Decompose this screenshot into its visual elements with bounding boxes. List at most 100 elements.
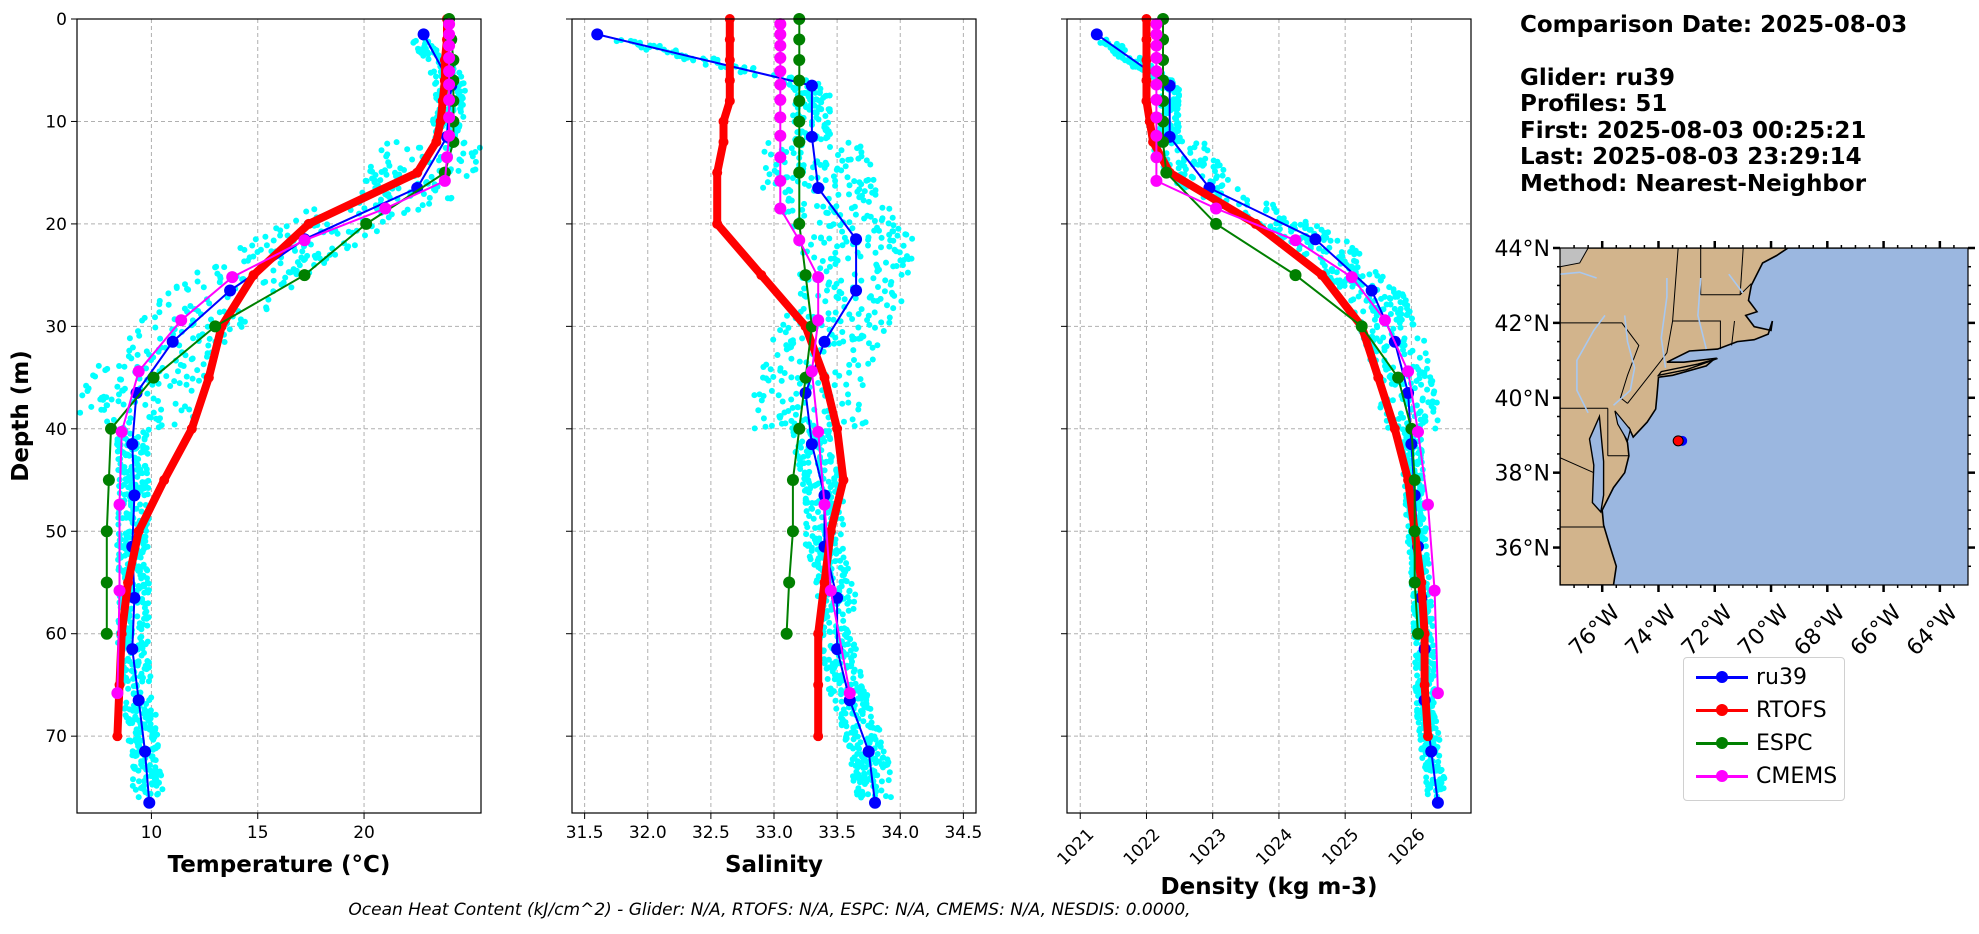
scatter-point: [1244, 197, 1251, 204]
scatter-point: [1422, 350, 1429, 357]
scatter-point: [858, 277, 865, 284]
scatter-point: [138, 626, 145, 633]
scatter-point: [846, 361, 853, 368]
scatter-point: [830, 316, 837, 323]
scatter-point: [1351, 251, 1358, 258]
last-time: Last: 2025-08-03 23:29:14: [1520, 144, 1862, 170]
scatter-point: [835, 152, 841, 158]
scatter-point: [1329, 266, 1336, 273]
data-point: [438, 174, 451, 187]
scatter-point: [788, 74, 795, 81]
scatter-point: [845, 399, 852, 406]
scatter-point: [135, 328, 141, 335]
series-ru39: [591, 28, 881, 809]
scatter-point: [1193, 140, 1200, 147]
scatter-point: [845, 139, 852, 146]
scatter-point: [1109, 48, 1116, 54]
scatter-point: [849, 416, 856, 423]
scatter-point: [865, 791, 871, 798]
scatter-point: [142, 662, 149, 669]
series-line: [1155, 24, 1439, 694]
scatter-point: [824, 210, 831, 216]
scatter-point: [852, 295, 859, 302]
scatter-point: [718, 64, 725, 71]
data-point: [411, 182, 424, 195]
scatter-point: [840, 521, 847, 528]
legend: ru39 RTOFS ESPC CMEMS: [1683, 657, 1845, 801]
location-map: 76°W74°W72°W70°W68°W66°W64°W 36°N 38°N 40°N…: [1495, 237, 1975, 661]
x-tick-label: 31.5: [566, 823, 604, 843]
scatter-point: [872, 760, 879, 766]
scatter-point: [139, 596, 146, 602]
scatter-point: [304, 252, 311, 259]
scatter-point: [838, 698, 845, 705]
data-point: [111, 687, 124, 700]
data-point: [1150, 51, 1163, 64]
scatter-point: [803, 531, 810, 538]
scatter-point: [859, 382, 866, 389]
data-point: [209, 320, 222, 333]
first-time: First: 2025-08-03 00:25:21: [1520, 117, 1867, 144]
scatter-point: [790, 432, 797, 439]
scatter-point: [183, 381, 190, 388]
scatter-point: [855, 401, 862, 408]
scatter-point: [1430, 712, 1437, 719]
scatter-point: [1399, 291, 1406, 298]
scatter-point: [1176, 91, 1182, 98]
scatter-point: [838, 147, 845, 154]
scatter-point: [849, 225, 856, 232]
scatter-point: [1319, 259, 1326, 266]
scatter-point: [290, 266, 297, 273]
scatter-point: [789, 404, 796, 411]
scatter-point: [1429, 623, 1436, 629]
scatter-point: [461, 87, 468, 94]
data-point: [360, 217, 373, 230]
scatter-point: [137, 501, 144, 508]
data-point: [1309, 233, 1322, 246]
data-point: [417, 28, 430, 41]
scatter-point: [826, 619, 833, 626]
scatter-point: [815, 509, 821, 515]
scatter-point: [205, 342, 212, 349]
scatter-point: [886, 314, 893, 321]
data-point: [379, 202, 392, 215]
scatter-point: [167, 383, 174, 389]
scatter-point: [889, 214, 896, 221]
scatter-point: [1427, 374, 1434, 381]
scatter-point: [1341, 258, 1348, 265]
data-point: [435, 116, 446, 127]
data-point: [799, 269, 812, 282]
ohc-footnote: Ocean Heat Content (kJ/cm^2) - Glider: N…: [348, 900, 1191, 920]
x-tick-label: 33.5: [818, 823, 856, 843]
scatter-point: [432, 80, 439, 87]
scatter-point: [154, 742, 161, 749]
land: [1560, 248, 1857, 585]
scatter-point: [832, 558, 839, 565]
state-border: [1560, 457, 1595, 474]
data-point: [774, 65, 787, 78]
map-x-tick-label: 72°W: [1677, 600, 1738, 661]
scatter-point: [824, 287, 830, 294]
data-point: [147, 371, 160, 384]
scatter-point: [138, 583, 145, 590]
scatter-point: [861, 188, 868, 195]
scatter-point: [1171, 97, 1178, 104]
scatter-point: [296, 262, 303, 269]
scatter-point: [852, 646, 859, 652]
scatter-point: [1173, 110, 1180, 117]
scatter-point: [809, 533, 816, 540]
scatter-point: [265, 296, 272, 303]
scatter-point: [816, 219, 823, 226]
scatter-point: [1389, 397, 1396, 404]
scatter-point: [859, 788, 866, 795]
scatter-point: [781, 370, 788, 376]
data-point: [774, 39, 787, 52]
scatter-point: [812, 525, 819, 531]
scatter-point: [146, 414, 153, 420]
scatter-point: [1276, 226, 1283, 232]
scatter-point: [807, 556, 814, 563]
scatter-point: [1420, 515, 1427, 522]
scatter-point: [851, 357, 857, 363]
scatter-point: [876, 266, 882, 273]
